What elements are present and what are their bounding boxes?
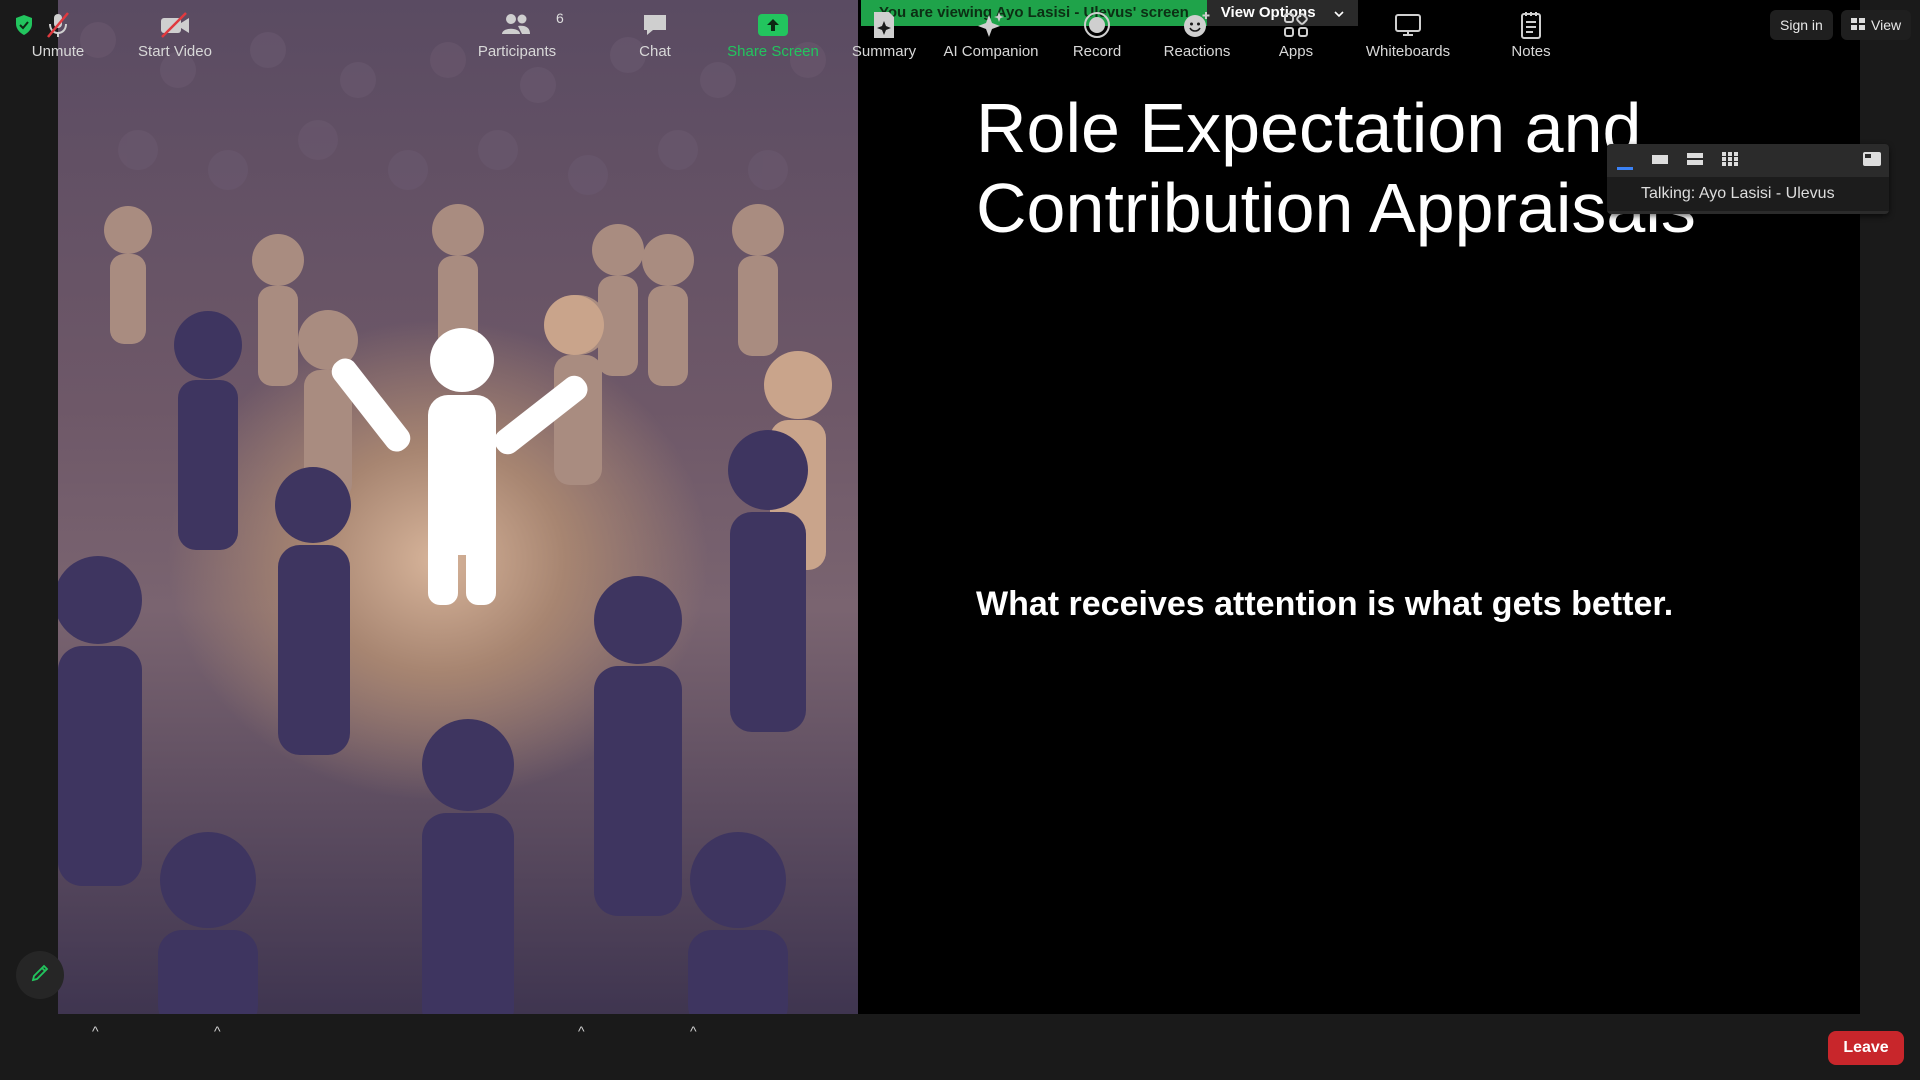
share-screen-button[interactable]: Share Screen — [726, 0, 820, 66]
grid-view-icon — [1851, 10, 1865, 40]
slide-subtitle: What receives attention is what gets bet… — [976, 585, 1674, 623]
share-screen-label: Share Screen — [727, 43, 819, 60]
share-screen-icon — [757, 8, 789, 42]
view-options-label: View Options — [1220, 4, 1316, 21]
slide-title-line-2: Contribution Appraisals — [976, 169, 1696, 247]
talking-indicator: Talking: Ayo Lasisi - Ulevus — [1607, 177, 1889, 211]
view-label: View — [1871, 17, 1902, 33]
security-shield-icon[interactable] — [14, 14, 34, 36]
slide-title: Role Expectation and Contribution Apprai… — [976, 88, 1736, 248]
record-button[interactable]: Record — [1070, 0, 1124, 66]
participants-label: Participants — [477, 43, 557, 60]
viewing-banner: You are viewing Ayo Lasisi - Ulevus' scr… — [861, 0, 1358, 26]
chat-button[interactable]: Chat — [630, 0, 680, 66]
unmute-label: Unmute — [31, 43, 85, 60]
notes-icon — [1519, 8, 1543, 42]
video-options-caret-icon[interactable]: ^ — [214, 1023, 221, 1039]
reaction-smiley-icon — [1182, 8, 1212, 42]
summary-button[interactable]: Summary — [850, 0, 918, 66]
audio-options-caret-icon[interactable]: ^ — [92, 1023, 99, 1039]
chat-options-caret-icon[interactable]: ^ — [690, 1023, 697, 1039]
participants-options-caret-icon[interactable]: ^ — [578, 1023, 585, 1039]
slide-photo-crowd — [58, 0, 858, 1014]
ai-sparkle-icon — [976, 8, 1006, 42]
ai-companion-button[interactable]: AI Companion — [942, 0, 1040, 66]
shared-screen: Role Expectation and Contribution Apprai… — [58, 0, 1860, 1014]
strip-layout-icon[interactable] — [1687, 152, 1703, 171]
record-icon — [1083, 8, 1111, 42]
participants-count: 6 — [556, 10, 564, 26]
active-speaker-panel: Talking: Ayo Lasisi - Ulevus — [1607, 144, 1889, 214]
participants-icon: 6 — [500, 8, 564, 42]
meeting-toolbar — [0, 1014, 1920, 1080]
speaker-layout-icon[interactable] — [1652, 152, 1668, 171]
summary-icon — [871, 8, 897, 42]
leave-button[interactable]: Leave — [1828, 1031, 1904, 1065]
gallery-layout-icon[interactable] — [1722, 152, 1738, 171]
microphone-muted-icon — [43, 8, 73, 42]
record-label: Record — [1072, 43, 1122, 60]
whiteboards-button[interactable]: Whiteboards — [1362, 0, 1454, 66]
chevron-down-icon — [1333, 0, 1344, 26]
pop-out-icon[interactable] — [1863, 152, 1881, 171]
chat-icon — [641, 8, 669, 42]
view-options-button[interactable]: View Options — [1206, 0, 1358, 26]
participants-button[interactable]: 6 Participants — [477, 0, 564, 66]
whiteboards-label: Whiteboards — [1365, 43, 1451, 60]
sign-in-label: Sign in — [1780, 17, 1823, 33]
pencil-icon — [29, 962, 51, 989]
chat-label: Chat — [639, 43, 671, 60]
apps-label: Apps — [1278, 43, 1314, 60]
reactions-button[interactable]: Reactions — [1162, 0, 1232, 66]
viewing-status-text: You are viewing Ayo Lasisi - Ulevus' scr… — [861, 0, 1207, 26]
view-button[interactable]: View — [1841, 10, 1912, 40]
video-camera-off-icon — [158, 8, 192, 42]
ai-companion-label: AI Companion — [943, 43, 1039, 60]
annotate-button[interactable] — [16, 951, 64, 999]
sign-in-button[interactable]: Sign in — [1770, 10, 1833, 40]
notes-button[interactable]: Notes — [1508, 0, 1554, 66]
slide-content: Role Expectation and Contribution Apprai… — [858, 0, 1860, 1014]
reactions-label: Reactions — [1163, 43, 1231, 60]
minimize-layout-icon[interactable] — [1617, 158, 1633, 176]
slide-title-line-1: Role Expectation and — [976, 89, 1642, 167]
video-layout-controls — [1607, 144, 1889, 174]
start-video-button[interactable]: Start Video — [133, 0, 217, 66]
whiteboard-icon — [1393, 8, 1423, 42]
crowd-illustration — [58, 22, 832, 1014]
apps-button[interactable]: Apps — [1276, 0, 1316, 66]
notes-label: Notes — [1511, 43, 1551, 60]
summary-label: Summary — [851, 43, 917, 60]
unmute-button[interactable]: Unmute — [24, 0, 92, 66]
apps-icon — [1282, 8, 1310, 42]
start-video-label: Start Video — [138, 43, 212, 60]
